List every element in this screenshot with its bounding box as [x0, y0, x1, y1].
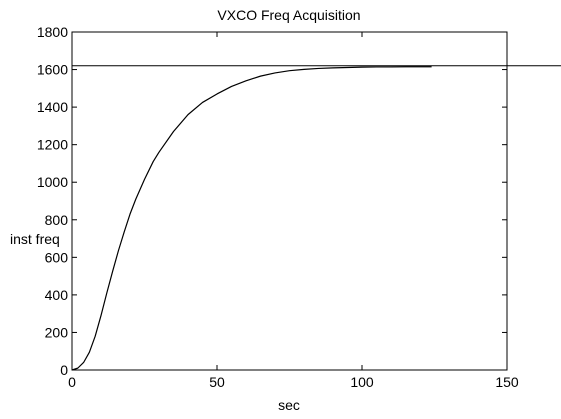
y-tick-label: 1000: [37, 174, 68, 190]
y-tick-label: 1200: [37, 137, 68, 153]
y-tick-label: 1800: [37, 24, 68, 40]
x-axis-label: sec: [278, 397, 300, 413]
y-tick-label: 400: [45, 287, 69, 303]
x-tick-label: 0: [68, 374, 76, 390]
y-axis-label: inst freq: [10, 231, 60, 247]
y-tick-label: 800: [45, 212, 69, 228]
x-tick-label: 50: [209, 374, 225, 390]
chart-title: VXCO Freq Acquisition: [217, 7, 360, 23]
y-tick-label: 200: [45, 324, 69, 340]
y-tick-label: 600: [45, 249, 69, 265]
y-tick-label: 1400: [37, 99, 68, 115]
series-line-0: [71, 66, 432, 371]
plot-area-frame: [71, 31, 508, 371]
series-group: [71, 66, 432, 371]
x-tick-label: 150: [495, 374, 519, 390]
y-tick-label: 0: [60, 362, 68, 378]
tick-labels: 0 50 100 150 0 200 400 600 800 1000 1200 1400 1600 18…: [37, 24, 519, 390]
x-tick-label: 100: [350, 374, 374, 390]
y-tick-label: 1600: [37, 62, 68, 78]
axis-ticks: [71, 31, 508, 371]
